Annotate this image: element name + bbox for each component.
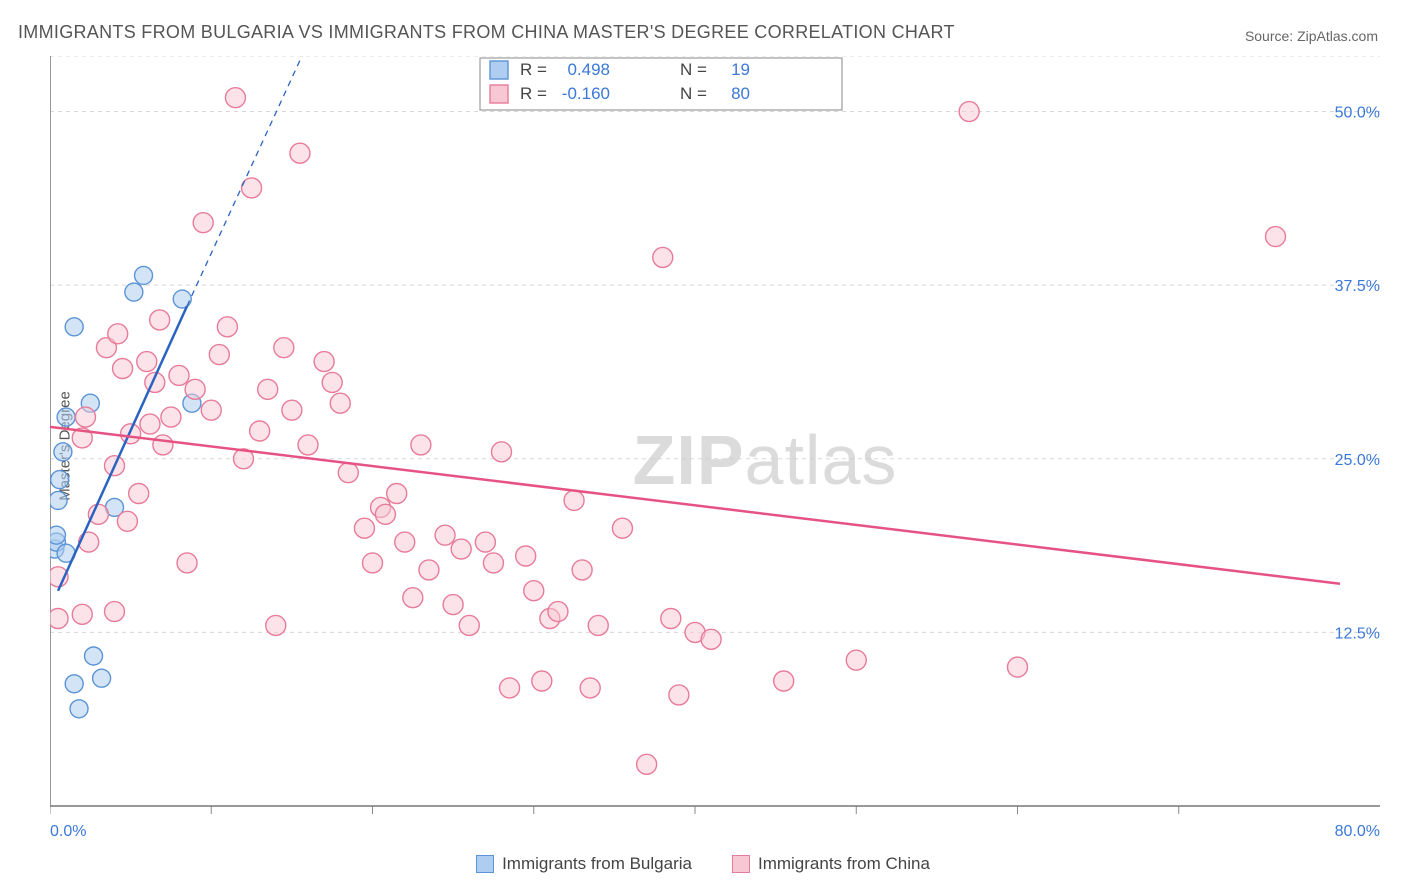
svg-text:19: 19 bbox=[731, 60, 750, 79]
legend-label: Immigrants from China bbox=[758, 854, 930, 874]
svg-text:R =: R = bbox=[520, 84, 547, 103]
svg-text:N =: N = bbox=[680, 60, 707, 79]
chart-container: 12.5% 25.0% 37.5% 50.0% 0.0% 80.0% ZIPatlas R =… bbox=[50, 56, 1382, 842]
legend-item: Immigrants from Bulgaria bbox=[476, 854, 692, 874]
svg-text:80: 80 bbox=[731, 84, 750, 103]
svg-text:-0.160: -0.160 bbox=[562, 84, 610, 103]
svg-text:N =: N = bbox=[680, 84, 707, 103]
svg-text:25.0%: 25.0% bbox=[1335, 452, 1380, 469]
svg-text:12.5%: 12.5% bbox=[1335, 625, 1380, 642]
svg-text:0.498: 0.498 bbox=[567, 60, 610, 79]
legend-label: Immigrants from Bulgaria bbox=[502, 854, 692, 874]
legend-swatch bbox=[732, 855, 750, 873]
svg-text:R =: R = bbox=[520, 60, 547, 79]
scatter-chart: 12.5% 25.0% 37.5% 50.0% 0.0% 80.0% ZIPatlas R =… bbox=[50, 56, 1382, 842]
svg-text:50.0%: 50.0% bbox=[1335, 105, 1380, 122]
bottom-legend: Immigrants from Bulgaria Immigrants from … bbox=[0, 854, 1406, 874]
chart-title: IMMIGRANTS FROM BULGARIA VS IMMIGRANTS F… bbox=[18, 22, 955, 43]
svg-text:80.0%: 80.0% bbox=[1335, 823, 1380, 840]
svg-text:ZIPatlas: ZIPatlas bbox=[633, 421, 898, 499]
legend-swatch bbox=[476, 855, 494, 873]
legend-item: Immigrants from China bbox=[732, 854, 930, 874]
svg-text:37.5%: 37.5% bbox=[1335, 278, 1380, 295]
svg-text:0.0%: 0.0% bbox=[50, 823, 86, 840]
source-credit: Source: ZipAtlas.com bbox=[1245, 28, 1378, 44]
